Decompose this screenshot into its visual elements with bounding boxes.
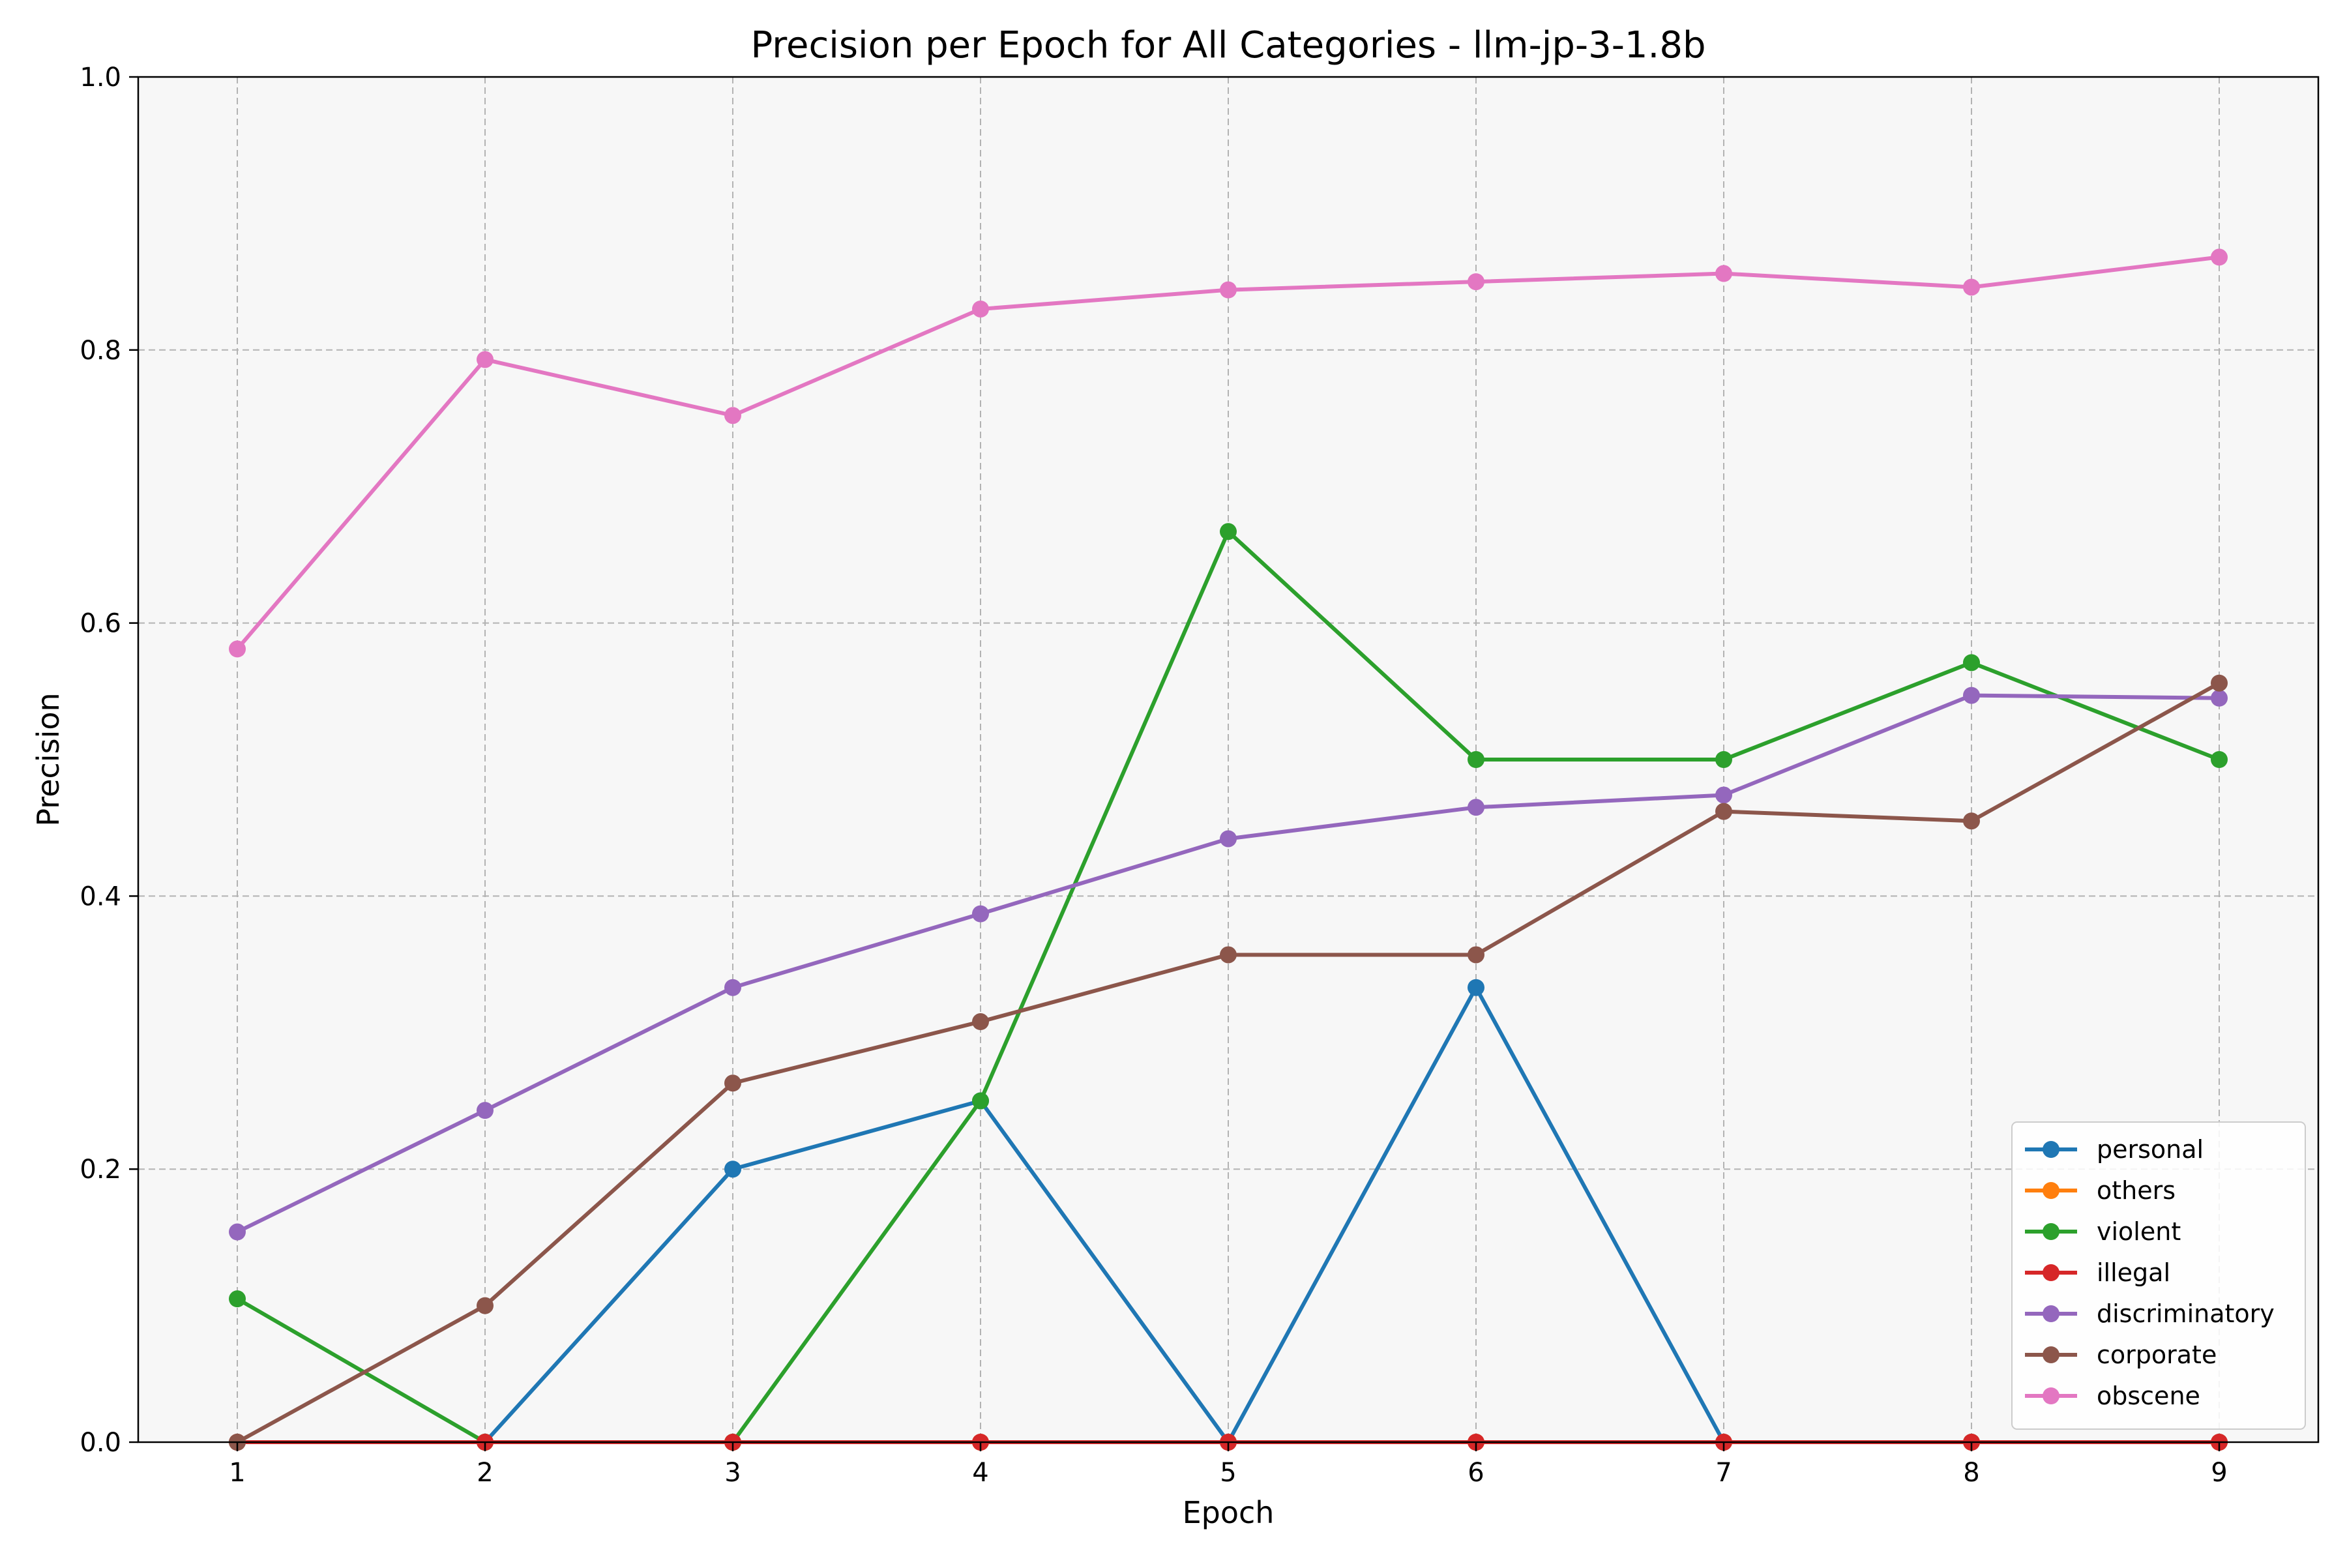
y-tick-label: 0.2 xyxy=(80,1155,121,1185)
legend-label: obscene xyxy=(2097,1382,2200,1410)
legend-label: illegal xyxy=(2097,1258,2170,1287)
legend-marker xyxy=(2043,1305,2059,1322)
data-point-discriminatory xyxy=(1468,799,1484,816)
legend-item-illegal: illegal xyxy=(2025,1258,2170,1287)
legend: personal others violent illegal discriminato… xyxy=(2011,1121,2306,1430)
legend-label: discriminatory xyxy=(2097,1299,2275,1328)
legend-label: violent xyxy=(2097,1217,2181,1246)
data-point-corporate xyxy=(1715,803,1732,820)
data-point-discriminatory xyxy=(724,979,741,996)
data-point-violent xyxy=(1220,523,1237,540)
data-point-obscene xyxy=(724,407,741,424)
data-point-discriminatory xyxy=(1963,687,1980,704)
data-point-violent xyxy=(972,1092,989,1110)
data-point-violent xyxy=(229,1290,246,1308)
data-point-violent xyxy=(1963,654,1980,672)
x-tick-label: 6 xyxy=(1468,1458,1484,1488)
x-tick-label: 7 xyxy=(1715,1458,1732,1488)
legend-item-personal: personal xyxy=(2025,1135,2204,1164)
legend-marker xyxy=(2043,1264,2059,1281)
x-tick-label: 1 xyxy=(229,1458,245,1488)
data-point-discriminatory xyxy=(972,905,989,923)
data-point-discriminatory xyxy=(477,1102,494,1119)
legend-label: corporate xyxy=(2097,1340,2217,1369)
legend-item-others: others xyxy=(2025,1176,2176,1205)
series-corporate xyxy=(229,674,2228,1451)
data-point-corporate xyxy=(972,1013,989,1031)
y-tick-label: 0.4 xyxy=(80,881,121,911)
legend-box xyxy=(2011,1121,2306,1430)
data-point-discriminatory xyxy=(1715,786,1732,804)
data-point-violent xyxy=(1715,751,1732,768)
data-point-corporate xyxy=(1220,946,1237,964)
x-tick-label: 5 xyxy=(1220,1458,1236,1488)
legend-marker xyxy=(2043,1387,2059,1404)
data-point-obscene xyxy=(1220,281,1237,299)
data-point-obscene xyxy=(1715,265,1732,282)
data-point-corporate xyxy=(477,1297,494,1314)
chart-title: Precision per Epoch for All Categories -… xyxy=(750,24,1705,67)
x-tick-label: 2 xyxy=(477,1458,493,1488)
data-point-violent xyxy=(2211,751,2228,768)
y-axis-label: Precision xyxy=(31,692,66,826)
y-tick-label: 1.0 xyxy=(80,63,121,93)
x-tick-label: 3 xyxy=(724,1458,741,1488)
y-tick-label: 0.8 xyxy=(80,336,121,366)
x-tick-label: 9 xyxy=(2211,1458,2227,1488)
legend-label: others xyxy=(2097,1176,2176,1205)
legend-item-violent: violent xyxy=(2025,1217,2181,1246)
data-point-obscene xyxy=(2211,248,2228,266)
legend-item-corporate: corporate xyxy=(2025,1340,2217,1369)
legend-item-obscene: obscene xyxy=(2025,1382,2200,1410)
x-tick-label: 4 xyxy=(972,1458,988,1488)
x-tick-label: 8 xyxy=(1963,1458,1979,1488)
data-point-discriminatory xyxy=(1220,830,1237,848)
data-point-obscene xyxy=(477,351,494,368)
data-point-corporate xyxy=(1963,812,1980,830)
legend-marker xyxy=(2043,1346,2059,1363)
data-point-obscene xyxy=(1963,278,1980,296)
legend-label: personal xyxy=(2097,1135,2204,1164)
legend-marker xyxy=(2043,1182,2059,1199)
legend-marker xyxy=(2043,1141,2059,1158)
data-point-obscene xyxy=(972,300,989,318)
data-point-corporate xyxy=(2211,674,2228,692)
y-tick-label: 0.0 xyxy=(80,1428,121,1458)
data-point-corporate xyxy=(1468,946,1484,964)
y-tick-label: 0.6 xyxy=(80,609,121,639)
series-discriminatory xyxy=(229,687,2228,1241)
x-axis-label: Epoch xyxy=(1183,1495,1275,1530)
data-point-discriminatory xyxy=(2211,689,2228,707)
data-point-corporate xyxy=(724,1074,741,1092)
data-point-personal xyxy=(724,1161,741,1178)
data-point-discriminatory xyxy=(229,1223,246,1241)
data-point-personal xyxy=(1468,979,1484,996)
data-point-obscene xyxy=(1468,273,1484,291)
legend-item-discriminatory: discriminatory xyxy=(2025,1299,2275,1328)
axes: 1 2 3 4 5 6 7 8 9 0.0 0.2 0.4 0.6 0.8 1.0 xyxy=(80,63,2227,1488)
series-obscene xyxy=(229,248,2228,658)
legend-marker xyxy=(2043,1223,2059,1240)
data-point-obscene xyxy=(229,640,246,658)
data-point-violent xyxy=(1468,751,1484,768)
